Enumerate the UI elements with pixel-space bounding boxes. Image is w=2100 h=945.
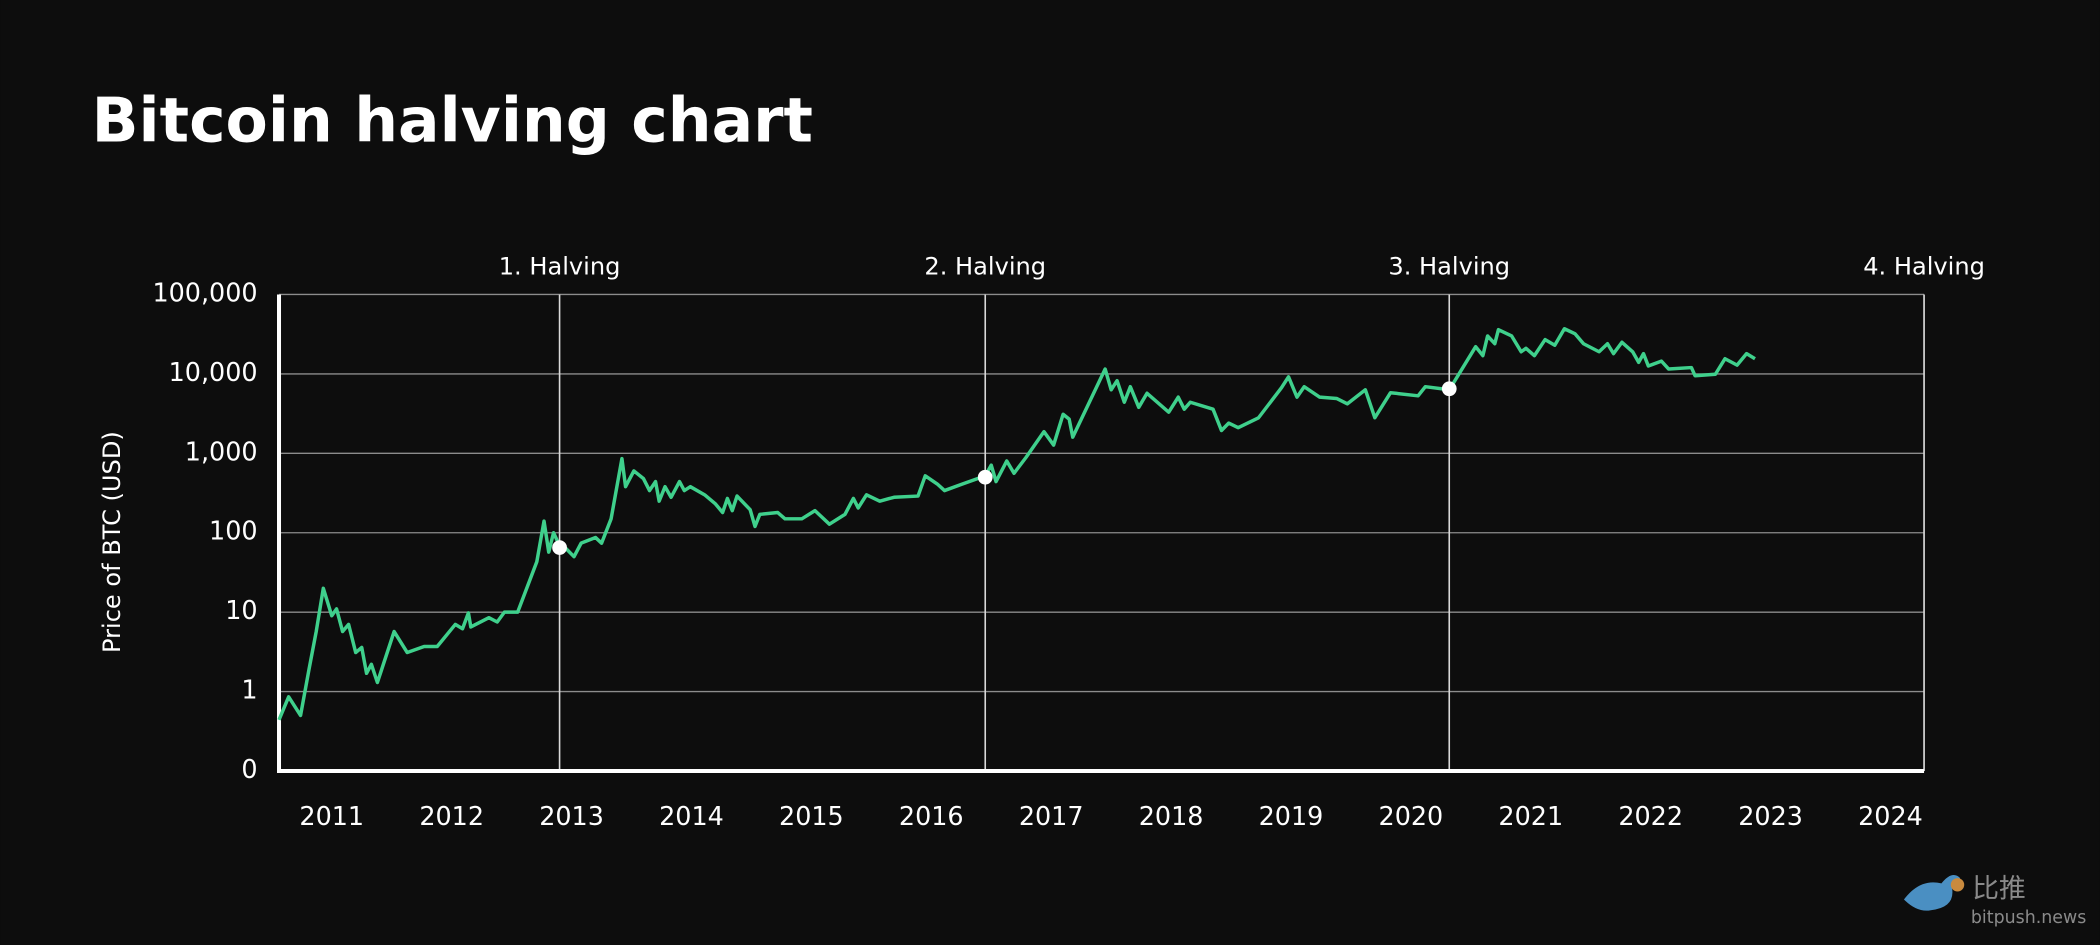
x-tick-label: 2017 bbox=[1019, 801, 1084, 831]
x-tick-label: 2021 bbox=[1498, 801, 1563, 831]
halving-dot bbox=[977, 469, 993, 485]
y-tick-label: 100,000 bbox=[152, 277, 257, 307]
x-tick-label: 2022 bbox=[1618, 801, 1683, 831]
x-tick-label: 2012 bbox=[419, 801, 484, 831]
x-tick-label: 2020 bbox=[1379, 801, 1444, 831]
y-tick-label: 10 bbox=[225, 595, 257, 625]
y-tick-label: 1,000 bbox=[185, 436, 258, 466]
x-tick-label: 2011 bbox=[299, 801, 364, 831]
chart-title: Bitcoin halving chart bbox=[92, 85, 813, 157]
halving-label: 3. Halving bbox=[1388, 253, 1510, 281]
x-tick-label: 2023 bbox=[1738, 801, 1803, 831]
watermark-logo bbox=[1903, 875, 1965, 911]
x-tick-label: 2019 bbox=[1259, 801, 1324, 831]
halving-label: 1. Halving bbox=[499, 253, 621, 281]
x-tick-label: 2014 bbox=[659, 801, 724, 831]
halving-label: 2. Halving bbox=[924, 253, 1046, 281]
halving-dot bbox=[552, 540, 567, 555]
y-tick-label: 10,000 bbox=[169, 357, 258, 387]
halving-dot bbox=[1441, 381, 1457, 397]
x-tick-label: 2013 bbox=[539, 801, 604, 831]
halving-label: 4. Halving bbox=[1863, 253, 1985, 281]
x-tick-label: 2015 bbox=[779, 801, 844, 831]
watermark-site: bitpush.news bbox=[1971, 908, 2086, 928]
y-axis-label: Price of BTC (USD) bbox=[98, 431, 126, 653]
x-tick-label: 2024 bbox=[1858, 801, 1923, 831]
watermark-brand: 比推 bbox=[1972, 874, 2026, 905]
y-tick-label: 1 bbox=[241, 675, 257, 705]
x-tick-label: 2016 bbox=[899, 801, 964, 831]
price-line bbox=[277, 327, 1756, 721]
x-tick-label: 2018 bbox=[1139, 801, 1204, 831]
y-tick-label: 0 bbox=[241, 754, 257, 784]
y-tick-label: 100 bbox=[209, 516, 258, 546]
